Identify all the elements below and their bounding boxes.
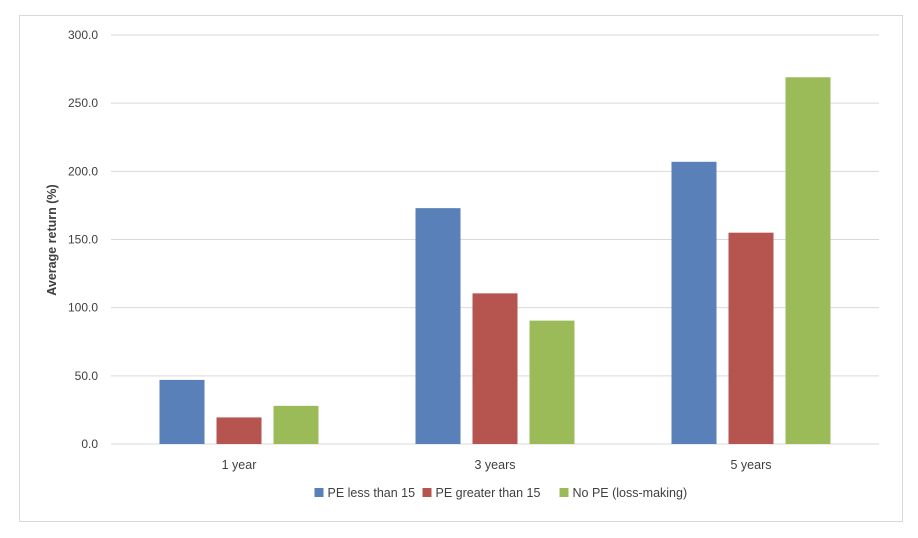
legend-swatch bbox=[314, 488, 324, 497]
legend-label: No PE (loss-making) bbox=[573, 486, 688, 500]
y-tick-label: 0.0 bbox=[81, 437, 98, 451]
bar bbox=[529, 320, 575, 444]
bar bbox=[159, 379, 205, 444]
y-tick-labels: 0.0 50.0 100.0 150.0 200.0 250.0 300.0 bbox=[68, 28, 98, 451]
category-labels: 1 year 3 years 5 years bbox=[222, 458, 772, 472]
legend-item: No PE (loss-making) bbox=[559, 486, 688, 500]
y-tick-label: 50.0 bbox=[75, 369, 99, 383]
legend-label: PE less than 15 bbox=[328, 486, 416, 500]
category-label: 3 years bbox=[475, 458, 516, 472]
bar bbox=[216, 417, 262, 444]
bar bbox=[785, 77, 831, 444]
legend-item: PE greater than 15 bbox=[422, 486, 541, 500]
bar bbox=[728, 232, 774, 444]
bar bbox=[671, 161, 717, 445]
category-label: 1 year bbox=[222, 458, 257, 472]
legend-swatch bbox=[559, 488, 569, 497]
y-tick-label: 100.0 bbox=[68, 301, 98, 315]
legend: PE less than 15 PE greater than 15 No PE (… bbox=[314, 486, 688, 500]
y-tick-label: 300.0 bbox=[68, 28, 98, 42]
category-label: 5 years bbox=[731, 458, 772, 472]
y-axis-label: Average return (%) bbox=[45, 184, 59, 295]
y-tick-label: 150.0 bbox=[68, 233, 98, 247]
bar bbox=[273, 405, 319, 444]
bar bbox=[415, 208, 461, 444]
bars bbox=[159, 77, 831, 445]
legend-swatch bbox=[422, 488, 432, 497]
legend-label: PE greater than 15 bbox=[436, 486, 541, 500]
bar bbox=[472, 293, 518, 444]
y-tick-label: 250.0 bbox=[68, 96, 98, 110]
y-tick-label: 200.0 bbox=[68, 164, 98, 178]
legend-item: PE less than 15 bbox=[314, 486, 416, 500]
